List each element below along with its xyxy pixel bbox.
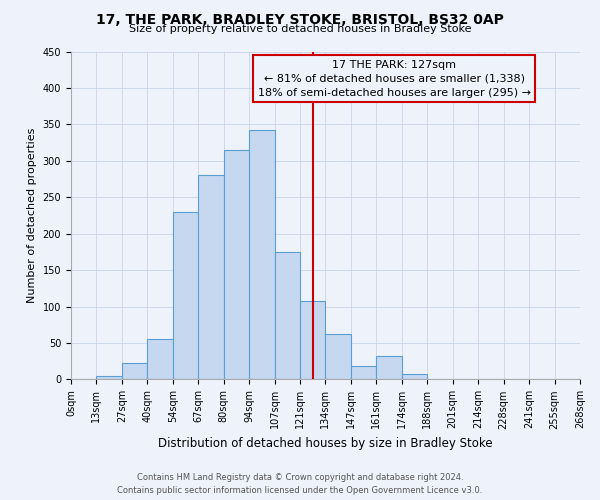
X-axis label: Distribution of detached houses by size in Bradley Stoke: Distribution of detached houses by size … (158, 437, 493, 450)
Text: 17 THE PARK: 127sqm
← 81% of detached houses are smaller (1,338)
18% of semi-det: 17 THE PARK: 127sqm ← 81% of detached ho… (257, 60, 530, 98)
Bar (402, 374, 427, 380)
Bar (147, 340, 173, 380)
Bar (173, 212, 198, 380)
Bar (351, 366, 376, 380)
Text: 17, THE PARK, BRADLEY STOKE, BRISTOL, BS32 0AP: 17, THE PARK, BRADLEY STOKE, BRISTOL, BS… (96, 12, 504, 26)
Bar (275, 252, 300, 380)
Bar (122, 364, 147, 380)
Bar (198, 176, 224, 380)
Bar (325, 334, 351, 380)
Bar (224, 150, 249, 380)
Bar (300, 300, 325, 380)
Y-axis label: Number of detached properties: Number of detached properties (27, 128, 37, 303)
Bar (97, 376, 122, 380)
Text: Size of property relative to detached houses in Bradley Stoke: Size of property relative to detached ho… (129, 24, 471, 34)
Bar (249, 130, 275, 380)
Bar (376, 356, 402, 380)
Text: Contains HM Land Registry data © Crown copyright and database right 2024.
Contai: Contains HM Land Registry data © Crown c… (118, 473, 482, 495)
